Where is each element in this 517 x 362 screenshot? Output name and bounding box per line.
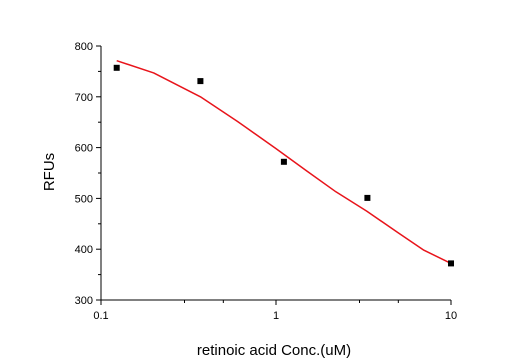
fit-line	[116, 59, 452, 265]
y-tick-label: 600	[75, 143, 93, 155]
x-tick-label: 1	[273, 310, 279, 322]
y-axis-title: RFUs	[41, 153, 58, 191]
y-tick-label: 400	[75, 244, 93, 256]
data-point	[448, 260, 454, 267]
x-axis-title: retinoic acid Conc.(uM)	[197, 342, 351, 359]
y-tick-label: 700	[75, 92, 93, 104]
y-tick-label: 300	[75, 295, 93, 307]
axes: 300 400 500 600 700 800 0.1 1 10	[75, 41, 457, 322]
data-point	[280, 158, 287, 165]
x-tick-label: 0.1	[93, 310, 108, 322]
data-point	[197, 78, 204, 85]
y-tick-label: 800	[75, 41, 93, 53]
fit-curve	[116, 59, 452, 265]
data-point	[364, 194, 371, 201]
y-tick-label: 500	[75, 193, 93, 205]
data-point	[113, 64, 120, 71]
x-tick-label: 10	[445, 310, 457, 322]
data-points	[113, 64, 454, 267]
